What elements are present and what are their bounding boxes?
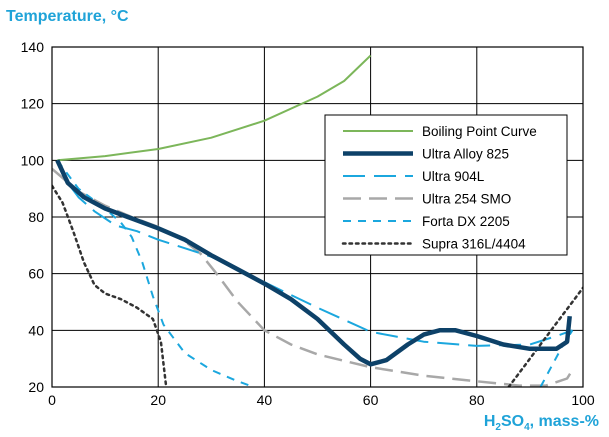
x-tick-label: 80 bbox=[469, 392, 485, 408]
legend-label: Ultra 254 SMO bbox=[422, 192, 511, 207]
series-line-boiling-point-curve bbox=[57, 54, 372, 162]
series-line-ultra-alloy-825 bbox=[55, 159, 572, 367]
legend-label: Boiling Point Curve bbox=[422, 124, 537, 139]
legend: Boiling Point Curve Ultra Alloy 825 Ultra … bbox=[324, 114, 568, 256]
y-tick-label: 40 bbox=[28, 322, 44, 338]
y-axis-title: Temperature, °C bbox=[6, 8, 129, 25]
x-tick-label: 0 bbox=[48, 392, 56, 408]
y-tick-label: 120 bbox=[21, 96, 45, 112]
axes bbox=[51, 46, 584, 388]
legend-box bbox=[324, 114, 568, 256]
y-tick-label: 100 bbox=[21, 152, 45, 168]
series-line-segment-6 bbox=[507, 286, 583, 387]
x-tick-label: 40 bbox=[257, 392, 273, 408]
y-tick-label: 60 bbox=[28, 266, 44, 282]
series-layer bbox=[52, 54, 583, 387]
legend-label: Forta DX 2205 bbox=[422, 214, 510, 229]
legend-label: Supra 316L/4404 bbox=[422, 237, 526, 252]
y-tick-label: 140 bbox=[21, 39, 45, 55]
legend-label: Ultra 904L bbox=[422, 169, 485, 184]
series-line-segment-7 bbox=[539, 329, 574, 387]
y-tick-label: 80 bbox=[28, 209, 44, 225]
x-tick-label: 100 bbox=[571, 392, 595, 408]
x-axis-title: H2SO4, mass-% bbox=[483, 412, 599, 433]
legend-label: Ultra Alloy 825 bbox=[422, 147, 509, 162]
x-tick-label: 20 bbox=[150, 392, 166, 408]
y-tick-label: 20 bbox=[28, 379, 44, 395]
series-line-supra-316l-4404 bbox=[52, 184, 168, 387]
plot-frame bbox=[51, 46, 584, 388]
x-tick-label: 60 bbox=[363, 392, 379, 408]
